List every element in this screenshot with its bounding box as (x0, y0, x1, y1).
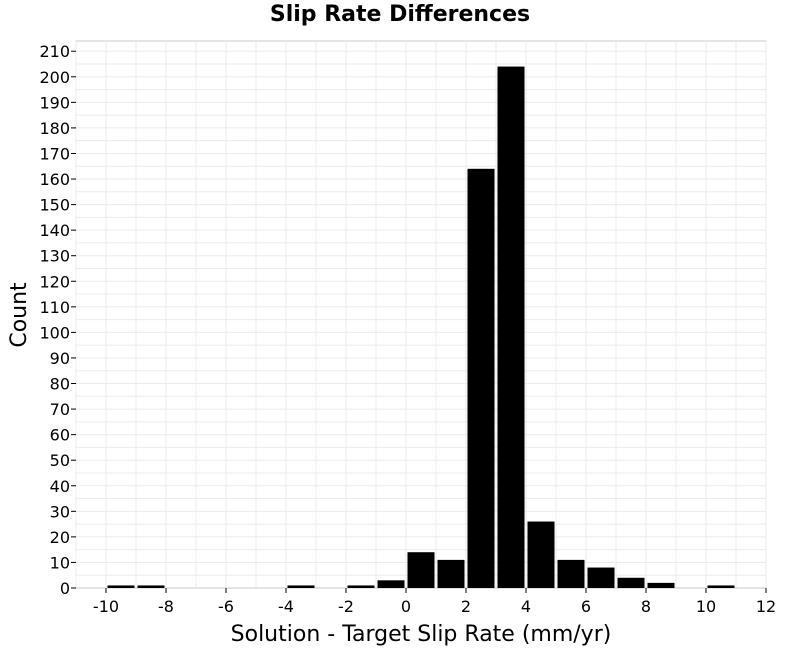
x-tick-label: -4 (278, 597, 294, 616)
bar (497, 66, 525, 589)
y-tick-label: 130 (39, 247, 70, 266)
grid-lines (75, 41, 767, 588)
y-tick-label: 200 (39, 68, 70, 87)
y-axis-ticks: 0 10 20 30 40 50 60 70 80 90 100 110 120 130 140 150 160… (39, 42, 76, 598)
y-tick-label: 120 (39, 272, 70, 291)
bars (107, 66, 735, 589)
y-tick-label: 170 (39, 144, 70, 163)
x-tick-label: 4 (521, 597, 531, 616)
y-tick-label: 80 (50, 375, 70, 394)
bar (137, 585, 165, 588)
y-tick-label: 30 (50, 502, 70, 521)
chart-title: Slip Rate Differences (269, 2, 531, 27)
y-tick-label: 0 (60, 579, 70, 598)
bar (617, 577, 645, 588)
bar (647, 582, 675, 588)
x-tick-label: 0 (401, 597, 411, 616)
y-tick-label: 60 (50, 426, 70, 445)
y-tick-label: 20 (50, 528, 70, 547)
plot-frame (75, 40, 767, 589)
y-tick-label: 40 (50, 477, 70, 496)
y-axis-label: Count (7, 282, 32, 348)
y-tick-label: 90 (50, 349, 70, 368)
y-tick-label: 180 (39, 119, 70, 138)
bar (527, 521, 555, 588)
y-tick-label: 210 (39, 42, 70, 61)
y-tick-label: 140 (39, 221, 70, 240)
x-tick-label: 12 (756, 597, 776, 616)
x-tick-label: -2 (338, 597, 354, 616)
x-tick-label: -10 (93, 597, 119, 616)
y-tick-label: 70 (50, 400, 70, 419)
x-axis-ticks: -10 -8 -6 -4 -2 0 2 4 6 8 10 12 (93, 588, 776, 616)
x-tick-label: -6 (218, 597, 234, 616)
x-tick-label: 8 (641, 597, 651, 616)
y-tick-label: 160 (39, 170, 70, 189)
x-tick-label: 10 (696, 597, 716, 616)
y-tick-label: 190 (39, 93, 70, 112)
y-tick-label: 100 (39, 323, 70, 342)
bar (407, 552, 435, 588)
y-tick-label: 110 (39, 298, 70, 317)
y-tick-label: 50 (50, 451, 70, 470)
y-tick-label: 10 (50, 553, 70, 572)
x-axis-label: Solution - Target Slip Rate (mm/yr) (231, 622, 612, 647)
bar (707, 585, 735, 588)
bar (287, 585, 315, 588)
bar (467, 168, 495, 588)
bar (107, 585, 135, 588)
bar (347, 585, 375, 588)
x-tick-label: 2 (461, 597, 471, 616)
bar (437, 559, 465, 588)
bar (377, 580, 405, 588)
bar (587, 567, 615, 588)
x-tick-label: 6 (581, 597, 591, 616)
x-tick-label: -8 (158, 597, 174, 616)
bar (557, 559, 585, 588)
y-tick-label: 150 (39, 196, 70, 215)
